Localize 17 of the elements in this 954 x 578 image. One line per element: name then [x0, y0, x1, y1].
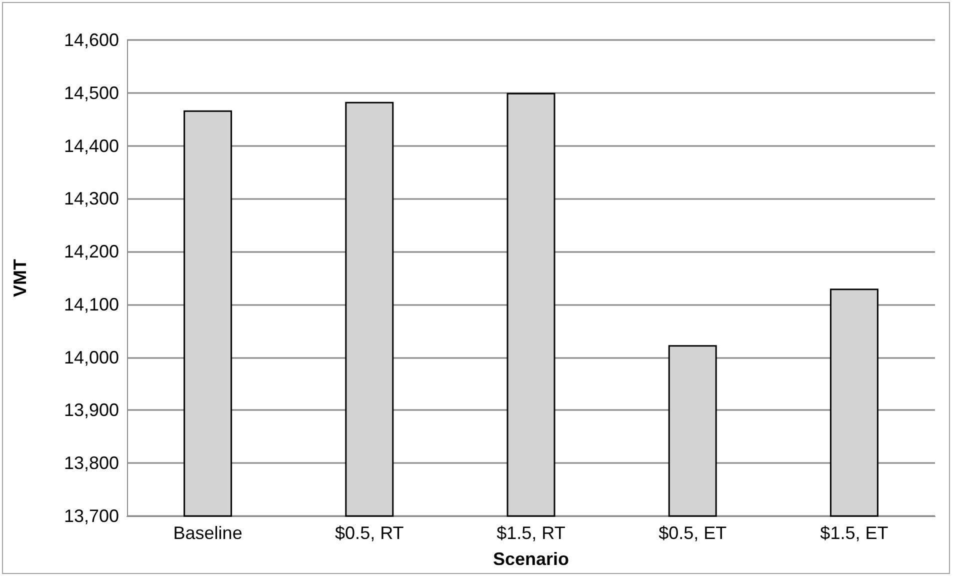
x-axis-title: Scenario	[492, 549, 570, 569]
x-tick-label: $0.5, RT	[335, 523, 404, 543]
y-tick-label: 13,700	[64, 506, 119, 526]
x-tick-label: $0.5, ET	[658, 523, 727, 543]
x-tick-label: $1.5, RT	[496, 523, 566, 543]
y-tick-label: 14,300	[64, 188, 119, 209]
y-tick-label: 13,900	[64, 400, 119, 420]
x-tick-label: $1.5, ET	[820, 523, 888, 543]
y-tick-label: 14,100	[64, 294, 119, 314]
y-tick-label: 14,500	[64, 82, 119, 103]
y-tick-label: 14,400	[64, 136, 119, 156]
y-tick-label: 14,200	[64, 242, 119, 262]
y-tick-label: 14,600	[64, 30, 119, 50]
y-tick-label: 13,800	[64, 453, 119, 474]
y-axis-title: VMT	[10, 259, 30, 297]
y-tick-label: 14,000	[64, 347, 119, 368]
x-tick-label: Baseline	[173, 523, 242, 543]
